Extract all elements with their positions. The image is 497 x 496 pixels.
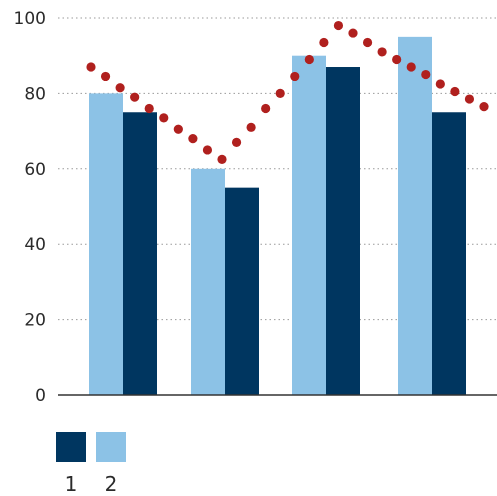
line-dot: [290, 71, 300, 82]
line-dot: [115, 83, 125, 93]
line-dot: [362, 37, 373, 48]
line-dot: [435, 79, 445, 89]
line-dot: [421, 69, 431, 80]
bar-series-2: [191, 168, 225, 395]
line-dot: [261, 103, 271, 114]
line-dot: [100, 71, 111, 82]
bar-series: [89, 36, 466, 396]
line-dot: [144, 103, 154, 114]
y-axis: 0 20 40 60 80 100: [14, 9, 46, 406]
line-dot: [464, 94, 475, 104]
line-dot: [406, 62, 416, 72]
bar-series-1: [326, 67, 360, 395]
line-dot: [86, 62, 96, 72]
line-dot: [217, 154, 227, 164]
line-dot: [348, 28, 358, 38]
line-dot: [392, 54, 402, 65]
line-dot: [188, 134, 198, 144]
y-tick-label: 40: [24, 235, 46, 255]
line-dot: [450, 86, 460, 97]
line-dot: [130, 92, 140, 102]
line-dot: [304, 54, 314, 65]
legend-label: 1: [65, 472, 78, 496]
bar-series-2: [398, 36, 432, 395]
bar-series-1: [123, 112, 157, 395]
line-dot: [231, 137, 242, 148]
legend-label: 2: [105, 472, 118, 496]
line-dot: [479, 101, 489, 112]
bar-series-2: [89, 93, 123, 396]
line-dot: [173, 124, 183, 134]
y-tick-label: 80: [24, 84, 46, 104]
y-tick-label: 0: [35, 386, 46, 406]
bar-series-2: [292, 55, 326, 395]
bar-series-1: [432, 112, 466, 395]
y-tick-label: 100: [14, 9, 46, 29]
line-dot: [275, 88, 285, 98]
line-dot: [377, 47, 387, 57]
legend-swatch: [56, 432, 86, 462]
y-tick-label: 20: [24, 311, 46, 331]
bar-series-1: [225, 187, 259, 395]
dotted-series: [86, 20, 489, 164]
line-dot: [202, 145, 213, 155]
line-dot: [159, 113, 169, 123]
line-dot: [319, 37, 329, 48]
y-tick-label: 60: [24, 160, 46, 180]
line-dot: [333, 20, 344, 31]
legend-swatch: [96, 432, 126, 462]
line-dot: [246, 122, 256, 132]
